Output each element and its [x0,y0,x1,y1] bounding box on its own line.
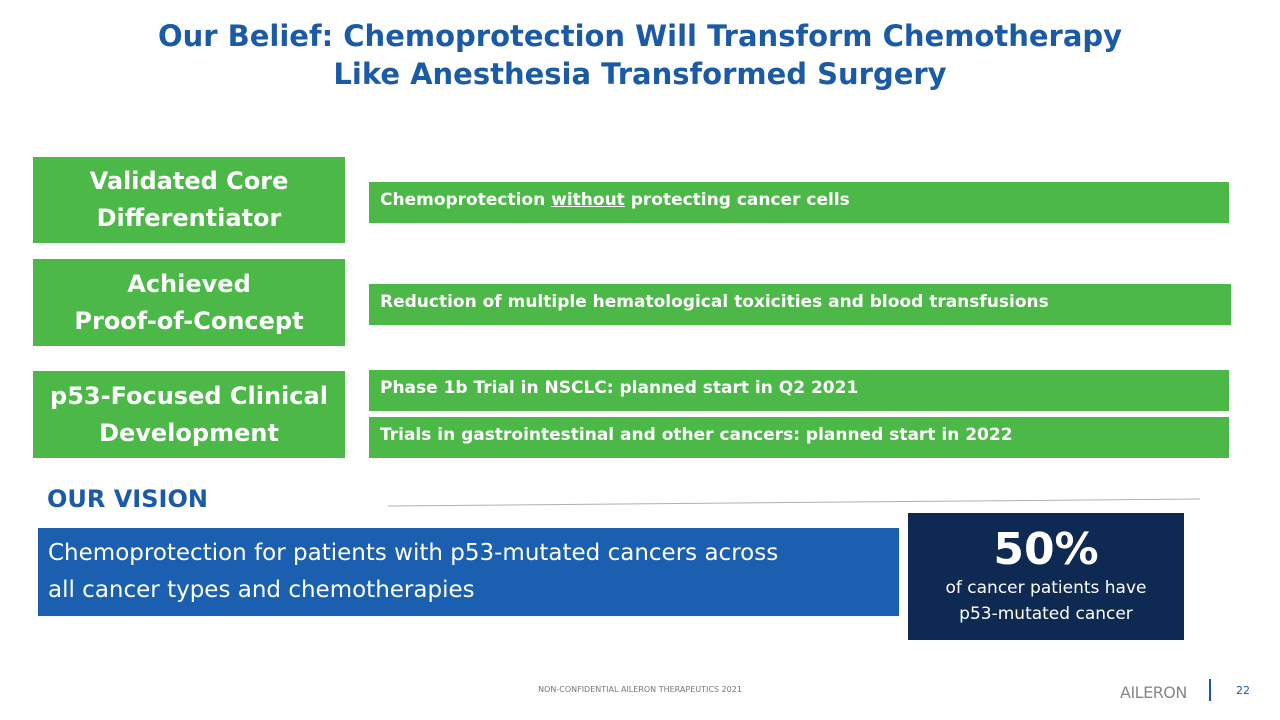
item-text: Phase 1b Trial in NSCLC: planned start i… [380,378,859,398]
row-label: Achieved Proof-of-Concept [33,259,345,346]
label-line: Proof-of-Concept [74,306,304,335]
vision-box: Chemoprotection for patients with p53-mu… [38,528,899,616]
logo: AILERON [1120,683,1187,702]
title-line: Our Belief: Chemoprotection Will Transfo… [157,19,1123,53]
footer-note: NON-CONFIDENTIAL AILERON THERAPEUTICS 20… [538,685,742,694]
stat-caption: p53-mutated cancer [959,604,1133,624]
stat-figure: 50% [993,524,1099,575]
row-item: Reduction of multiple hematological toxi… [369,284,1231,325]
row-label: p53-Focused Clinical Development [33,371,345,458]
row-item: Chemoprotection without protecting cance… [369,182,1229,223]
label-line: p53-Focused Clinical [50,381,328,410]
item-emphasis: without [551,190,625,210]
item-text: Reduction of multiple hematological toxi… [380,292,1049,312]
item-text: protecting cancer cells [624,190,850,210]
label-line: Differentiator [96,204,282,232]
row-label: Validated Core Differentiator [33,157,345,243]
item-text: Trials in gastrointestinal and other can… [380,425,1013,445]
page-number: 22 [1236,684,1250,697]
label-line: Achieved [127,269,251,298]
row-item: Trials in gastrointestinal and other can… [369,417,1229,458]
label-line: Development [99,418,279,447]
vision-line: Chemoprotection for patients with p53-mu… [48,540,779,566]
vision-line: all cancer types and chemotherapies [48,577,475,603]
label-line: Validated Core [89,167,289,195]
stat-box: 50% of cancer patients have p53-mutated … [908,513,1184,640]
row-item: Phase 1b Trial in NSCLC: planned start i… [369,370,1229,411]
stat-caption: of cancer patients have [945,578,1147,598]
vision-heading: OUR VISION [47,485,208,513]
title-line: Like Anesthesia Transformed Surgery [333,57,947,91]
item-text: Chemoprotection [380,190,552,210]
